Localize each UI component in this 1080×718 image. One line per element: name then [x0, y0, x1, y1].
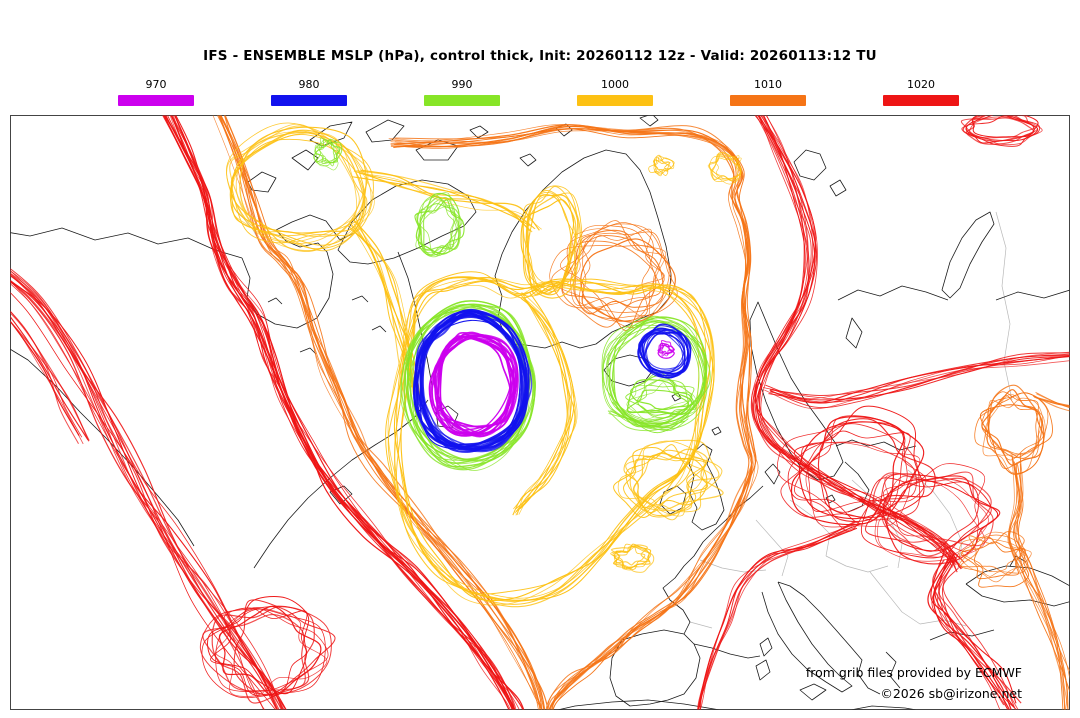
contour-bundle-1000: [226, 122, 375, 252]
legend-swatch-990: [424, 95, 500, 106]
contour-bundle-1010: [958, 531, 1032, 588]
contour-bundle-970: [428, 331, 519, 438]
contour-bundle-1020: [10, 268, 287, 710]
legend-item-1010: 1010: [730, 78, 806, 106]
italy-coast: [761, 581, 853, 693]
contour-bundle-1000: [610, 543, 655, 573]
contour-bundle-1000: [648, 154, 675, 177]
contour-bundle-1020: [927, 551, 1022, 710]
legend-label: 1010: [754, 78, 782, 91]
legend-item-980: 980: [271, 78, 347, 106]
arctic-canada-coast: [10, 227, 243, 259]
legend-label: 1000: [601, 78, 629, 91]
legend-label: 1020: [907, 78, 935, 91]
svalbard-coast: [793, 149, 827, 181]
credit-copyright: ©2026 sb@irizone.net: [880, 686, 1022, 701]
contour-bundle-1000: [613, 439, 724, 521]
contour-bundle-1000: [512, 291, 578, 516]
contour-bundle-980: [412, 308, 533, 453]
legend-item-1000: 1000: [577, 78, 653, 106]
contour-bundle-1000: [351, 169, 542, 233]
contour-bundle-1000: [707, 152, 742, 185]
contour-bundle-990: [625, 371, 698, 420]
contour-bundle-1020: [762, 351, 1070, 410]
contour-bundle-1000: [385, 271, 715, 608]
legend-swatch-1020: [883, 95, 959, 106]
contour-bundle-990: [414, 192, 465, 258]
contour-bundle-990: [601, 315, 711, 434]
contour-bundle-1020: [860, 463, 1001, 565]
legend-swatch-980: [271, 95, 347, 106]
credit-source: from grib files provided by ECMWF: [805, 665, 1022, 680]
novaya-zemlya-coast: [941, 211, 995, 299]
contour-bundle-1010: [1007, 453, 1070, 710]
chart-title: IFS - ENSEMBLE MSLP (hPa), control thick…: [203, 48, 877, 64]
uk-coast: [688, 443, 725, 531]
legend-item-1020: 1020: [883, 78, 959, 106]
labrador-coast: [397, 251, 433, 386]
pressure-contours: [10, 115, 1070, 710]
pressure-legend: 970 980 990 1000 1010 1020: [0, 0, 1080, 115]
contour-bundle-1020: [162, 115, 525, 710]
contour-bundle-1010: [974, 384, 1053, 475]
contour-bundle-1020: [697, 520, 860, 710]
contour-bundle-990: [607, 401, 690, 432]
legend-label: 990: [451, 78, 473, 91]
legend-swatch-970: [118, 95, 194, 106]
contour-bundle-1020: [750, 115, 965, 573]
contour-bundle-1020: [10, 310, 90, 445]
greenland-coast: [494, 149, 672, 349]
legend-label: 970: [145, 78, 167, 91]
contour-bundle-1010: [1032, 391, 1070, 412]
contour-bundle-1020: [960, 115, 1043, 147]
iberia-coast: [609, 629, 701, 707]
legend-item-990: 990: [424, 78, 500, 106]
legend-label: 980: [298, 78, 320, 91]
contour-bundle-1010: [388, 124, 759, 710]
contour-bundle-1020: [199, 596, 336, 704]
legend-swatch-1000: [577, 95, 653, 106]
contour-bundle-970: [657, 339, 675, 359]
legend-swatch-1010: [730, 95, 806, 106]
contour-bundle-1000: [520, 185, 583, 299]
contour-bundle-980: [637, 323, 692, 379]
legend-item-970: 970: [118, 78, 194, 106]
contour-bundle-990: [313, 137, 343, 171]
